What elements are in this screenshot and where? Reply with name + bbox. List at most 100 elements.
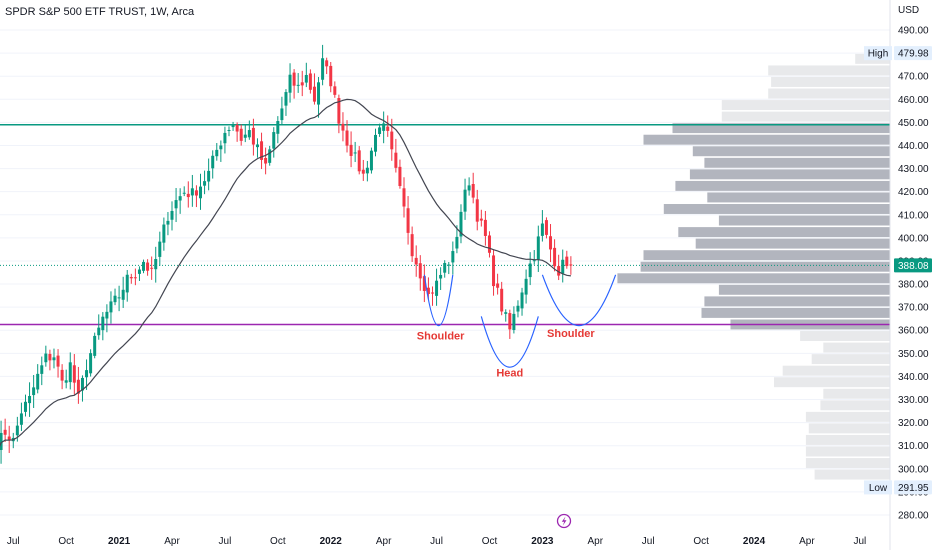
candle-body xyxy=(68,362,72,383)
y-tick-label: 310.00 xyxy=(898,441,929,452)
currency-label: USD xyxy=(898,5,919,16)
candle-body xyxy=(312,86,316,102)
volume-profile-bar xyxy=(663,204,890,214)
x-tick-label: Apr xyxy=(799,536,815,547)
candle-body xyxy=(374,134,378,152)
y-tick-label: 370.00 xyxy=(898,303,929,314)
x-tick-label: Jul xyxy=(853,536,866,547)
x-tick-label: 2023 xyxy=(531,536,554,547)
candle-body xyxy=(479,218,483,221)
candle-body xyxy=(292,72,296,86)
low-tag-label: Low xyxy=(869,483,888,494)
last-price-value-box xyxy=(894,258,932,273)
candle-body xyxy=(166,220,170,225)
volume-profile-bar xyxy=(707,192,890,203)
y-tick-label: 380.00 xyxy=(898,280,929,291)
candle-body xyxy=(492,255,496,287)
candle-body xyxy=(36,373,40,390)
candle-body xyxy=(300,82,304,86)
candle-body xyxy=(194,190,198,196)
low-value-box xyxy=(894,480,932,495)
candles xyxy=(0,44,573,464)
candle-body xyxy=(398,166,402,187)
price-axis[interactable]: USD280.00290.00300.00310.00320.00330.003… xyxy=(889,0,929,550)
volume-profile-bar xyxy=(805,458,890,469)
y-tick-label: 320.00 xyxy=(898,418,929,429)
candle-body xyxy=(565,256,569,267)
pattern-curve-head xyxy=(480,316,539,368)
volume-profile-bar xyxy=(771,76,890,87)
y-tick-label: 410.00 xyxy=(898,210,929,221)
candle-body xyxy=(117,297,121,299)
x-tick-label: Jul xyxy=(642,536,655,547)
y-tick-label: 360.00 xyxy=(898,326,929,337)
high-tag xyxy=(864,46,892,61)
candle-body xyxy=(15,425,19,436)
low-tag xyxy=(864,480,892,495)
candle-body xyxy=(76,379,80,394)
volume-profile-bar xyxy=(823,342,890,353)
candle-body xyxy=(170,210,174,220)
candle-body xyxy=(369,150,373,171)
candle-body xyxy=(447,264,451,266)
lightning-icon[interactable] xyxy=(556,513,572,529)
candle-body xyxy=(500,288,504,312)
volume-profile-bar xyxy=(768,88,890,99)
y-tick-label: 490.00 xyxy=(898,26,929,37)
volume-profile-bar xyxy=(643,250,890,261)
pattern-label: Head xyxy=(496,367,523,379)
candle-body xyxy=(317,82,321,105)
candle-body xyxy=(426,287,430,294)
candle-body xyxy=(231,124,235,128)
candle-body xyxy=(264,157,268,164)
events-marker[interactable] xyxy=(556,513,572,529)
candle-body xyxy=(162,224,166,243)
grid xyxy=(0,29,890,516)
candle-body xyxy=(349,144,353,156)
volume-profile-bar xyxy=(701,307,890,318)
candle-body xyxy=(549,236,553,250)
candle-body xyxy=(459,211,463,237)
candle-body xyxy=(3,429,7,435)
candle-body xyxy=(72,365,76,383)
candle-body xyxy=(288,74,292,93)
volume-profile-bar xyxy=(617,273,890,284)
candle-body xyxy=(23,401,27,412)
candle-body xyxy=(508,313,512,330)
y-tick-label: 420.00 xyxy=(898,187,929,198)
candle-body xyxy=(443,262,447,273)
candle-body xyxy=(504,312,508,314)
candle-body xyxy=(341,123,345,131)
x-tick-label: Jul xyxy=(7,536,20,547)
volume-profile-bar xyxy=(805,434,890,445)
candle-body xyxy=(378,127,382,134)
candle-body xyxy=(150,267,154,269)
candle-body xyxy=(361,169,365,174)
candle-body xyxy=(321,58,325,80)
volume-profile-bar xyxy=(672,123,890,134)
pattern-label: Shoulder xyxy=(417,330,465,342)
high-tag-label: High xyxy=(868,49,889,60)
time-axis[interactable]: Jul Oct 2021 Apr Jul Oct 2022 Apr Jul Oct 2023 Apr J… xyxy=(7,536,866,547)
y-tick-label: 460.00 xyxy=(898,95,929,106)
candle-body xyxy=(203,181,207,186)
candle-body xyxy=(247,130,251,138)
candle-body xyxy=(467,185,471,191)
candle-body xyxy=(255,144,259,148)
candle-body xyxy=(0,432,3,450)
volume-profile-bar xyxy=(814,469,890,480)
volume-profile-bar xyxy=(718,284,890,295)
candle-body xyxy=(93,335,97,356)
candle-body xyxy=(540,223,544,236)
chart-title: SPDR S&P 500 ETF TRUST, 1W, Arca xyxy=(5,6,195,18)
candle-body xyxy=(553,247,557,267)
candle-body xyxy=(536,236,540,260)
x-tick-label: 2022 xyxy=(320,536,343,547)
candle-body xyxy=(304,74,308,83)
volume-profile-bar xyxy=(811,354,890,365)
y-tick-label: 340.00 xyxy=(898,372,929,383)
candle-body xyxy=(394,152,398,168)
y-tick-label: 350.00 xyxy=(898,349,929,360)
x-tick-label: Oct xyxy=(270,536,286,547)
